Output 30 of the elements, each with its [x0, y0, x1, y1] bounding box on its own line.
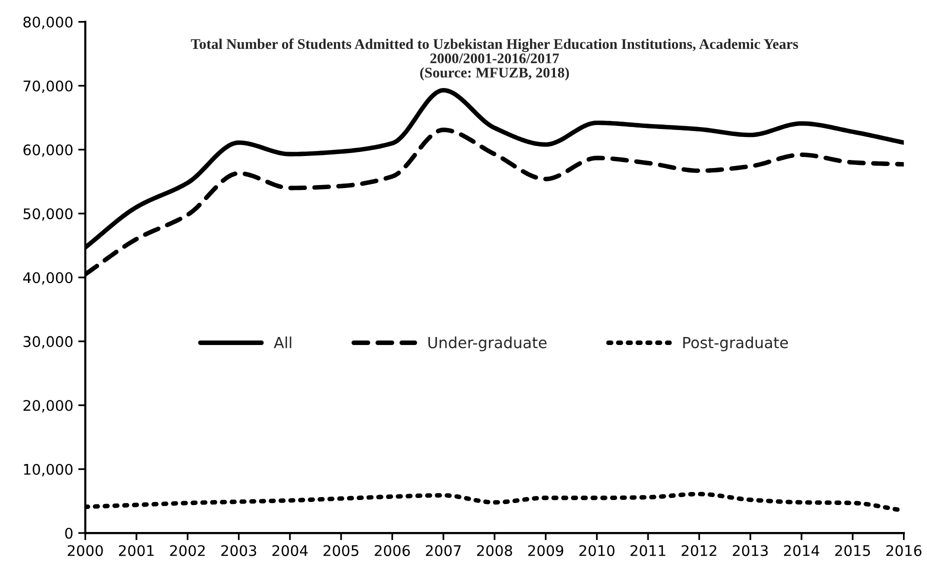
- text: Total Number of Students Admitted to Uzbekistan Higher Education Institutions, Academic Years 2000/2001-2016/2017 (Source: MFUZB, 2018): [190, 38, 798, 81]
- y-tick-label: 70,000: [24, 80, 73, 93]
- legend-label: All: [274, 336, 292, 348]
- legend-label: Under-graduate: [428, 336, 547, 352]
- y-tick-label: 20,000: [24, 400, 73, 412]
- x-tick-label: 2010: [579, 545, 614, 556]
- x-tick-label: 2015: [835, 545, 870, 556]
- x-tick-label: 2013: [732, 545, 768, 556]
- x-tick-label: 2008: [477, 545, 512, 556]
- x-tick-label: 2006: [374, 545, 410, 556]
- legend-label: Post-graduate: [683, 336, 788, 352]
- y-tick-label: 0: [65, 528, 73, 539]
- x-tick-label: 2002: [170, 545, 205, 556]
- x-tick-label: 2005: [324, 545, 358, 556]
- y-tick-label: 30,000: [24, 336, 73, 349]
- y-tick-label: 50,000: [24, 208, 73, 221]
- x-tick-label: 2004: [272, 545, 308, 556]
- x-tick-label: 2011: [630, 545, 666, 556]
- x-tick-label: 2016: [886, 545, 922, 556]
- x-tick-label: 2001: [118, 545, 154, 556]
- x-tick-label: 2014: [784, 545, 820, 556]
- x-tick-label: 2012: [682, 545, 716, 556]
- y-tick-label: 40,000: [23, 272, 73, 285]
- y-tick-label: 60,000: [23, 144, 73, 157]
- x-tick-label: 2000: [68, 545, 103, 556]
- y-tick-label: 10,000: [24, 464, 73, 476]
- x-tick-label: 2009: [528, 545, 564, 556]
- y-tick-label: 80,000: [23, 16, 73, 30]
- x-tick-label: 2007: [426, 545, 461, 556]
- x-tick-label: 2003: [221, 545, 256, 556]
